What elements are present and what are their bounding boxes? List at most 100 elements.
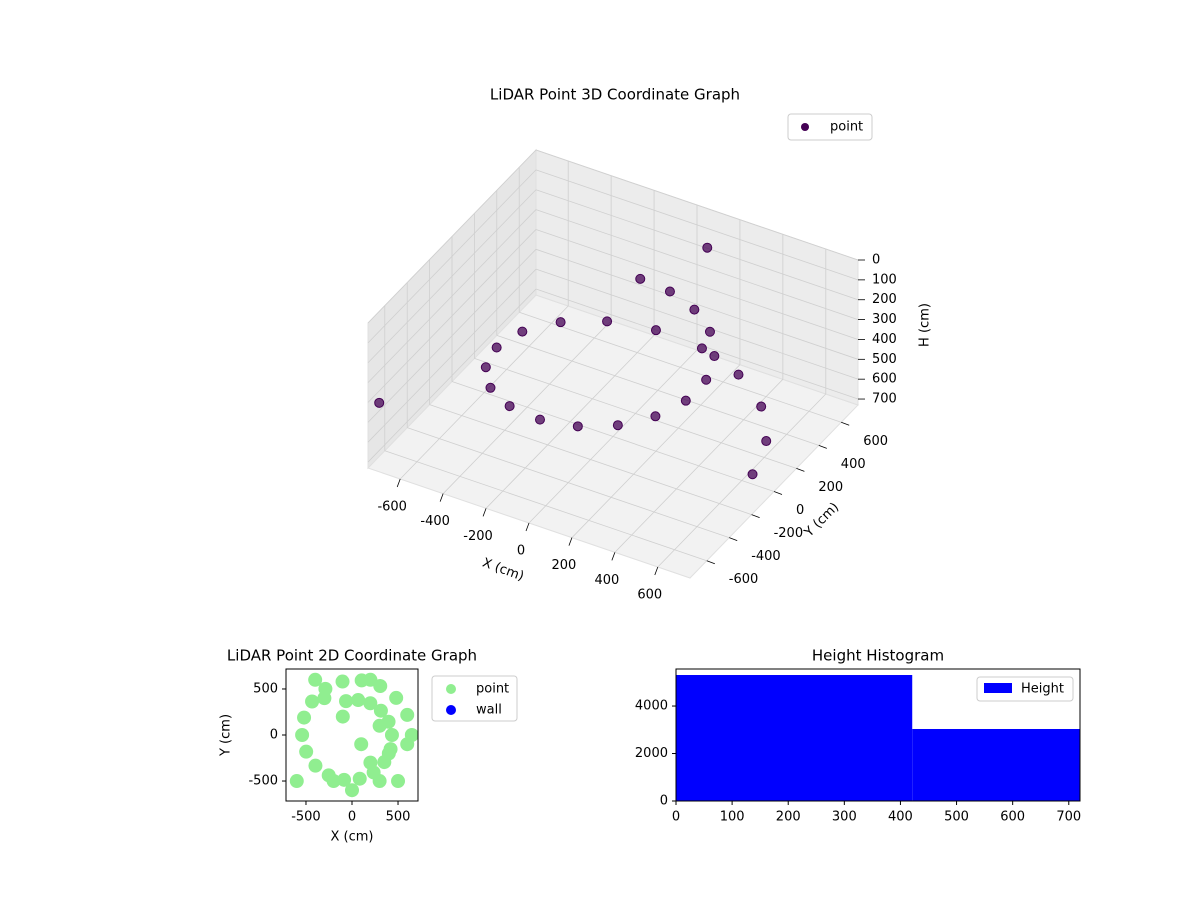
data-point bbox=[491, 342, 502, 353]
data-point bbox=[352, 771, 367, 786]
x-axis-label: X (cm) bbox=[331, 830, 374, 845]
data-point bbox=[400, 737, 415, 752]
data-point bbox=[389, 690, 404, 705]
y-tick-label: 400 bbox=[841, 457, 866, 472]
y-tick-label: 600 bbox=[863, 434, 888, 449]
tick-mark bbox=[773, 491, 783, 495]
grid-line bbox=[367, 209, 537, 383]
data-point bbox=[635, 273, 646, 284]
x-tick-label: 100 bbox=[720, 810, 745, 825]
x-tick-label: 400 bbox=[888, 810, 913, 825]
data-point bbox=[372, 718, 387, 733]
data-point bbox=[534, 414, 545, 425]
y-tick-label: 500 bbox=[253, 681, 278, 696]
data-point bbox=[612, 420, 623, 431]
tick-mark bbox=[482, 508, 487, 517]
data-point bbox=[702, 242, 713, 253]
y-tick-label: 2000 bbox=[635, 746, 668, 761]
x-tick-label: 0 bbox=[348, 810, 356, 825]
data-point bbox=[689, 304, 700, 315]
data-point bbox=[761, 436, 772, 447]
y-tick-label: -600 bbox=[729, 572, 759, 587]
data-point bbox=[704, 326, 715, 337]
data-point bbox=[363, 696, 378, 711]
data-point bbox=[747, 469, 758, 480]
data-point bbox=[701, 374, 712, 385]
grid-line bbox=[496, 334, 819, 446]
data-point bbox=[337, 772, 352, 787]
z-tick-label: 300 bbox=[872, 312, 897, 327]
tick-mark bbox=[439, 493, 444, 502]
tick-mark bbox=[396, 478, 401, 488]
tick-mark bbox=[751, 514, 760, 518]
grid-line bbox=[519, 311, 842, 423]
data-point bbox=[335, 674, 350, 689]
z-tick-label: 200 bbox=[872, 292, 897, 307]
data-point bbox=[345, 783, 359, 798]
x-axis-label: X (cm) bbox=[480, 556, 526, 585]
x-tick-label: 600 bbox=[1000, 810, 1025, 825]
tick-mark bbox=[841, 421, 850, 426]
data-point bbox=[373, 703, 388, 718]
z-tick-label: 600 bbox=[872, 372, 897, 387]
tick-mark bbox=[654, 566, 659, 576]
tick-mark bbox=[525, 522, 530, 532]
data-point bbox=[381, 746, 396, 761]
grid-line bbox=[367, 229, 537, 403]
grid-line bbox=[535, 288, 859, 400]
grid-line bbox=[367, 268, 537, 443]
grid-line bbox=[367, 288, 537, 463]
x-tick-label: 0 bbox=[672, 810, 680, 825]
legend-marker bbox=[446, 684, 456, 694]
chart-title: LiDAR Point 3D Coordinate Graph bbox=[490, 86, 740, 104]
grid-line bbox=[535, 229, 859, 340]
z-axis-label: H (cm) bbox=[918, 303, 933, 347]
x-tick-label: 600 bbox=[637, 588, 662, 603]
data-point bbox=[289, 774, 304, 789]
z-tick-label: 0 bbox=[872, 253, 880, 268]
grid-line bbox=[535, 268, 859, 380]
z-tick-label: 400 bbox=[872, 332, 897, 347]
data-point bbox=[756, 401, 767, 412]
data-point bbox=[308, 672, 323, 687]
legend-label: wall bbox=[476, 703, 502, 718]
y-tick-label: 0 bbox=[660, 794, 668, 809]
legend-marker bbox=[446, 705, 456, 715]
y-tick-label: -400 bbox=[751, 549, 781, 564]
grid-line bbox=[535, 149, 859, 261]
y-axis-label: Y (cm) bbox=[801, 500, 842, 541]
tick-mark bbox=[818, 444, 827, 449]
x-tick-label: 200 bbox=[776, 810, 801, 825]
grid-line bbox=[367, 249, 537, 423]
y-tick-label: -200 bbox=[774, 526, 804, 541]
data-point bbox=[400, 707, 415, 722]
data-point bbox=[391, 774, 406, 789]
grid-line bbox=[535, 248, 859, 360]
y-tick-label: 200 bbox=[818, 480, 843, 495]
grid-line bbox=[429, 404, 752, 515]
bar bbox=[912, 728, 1080, 801]
z-tick-label: 100 bbox=[872, 272, 897, 287]
data-point bbox=[354, 737, 369, 752]
legend-label: point bbox=[830, 120, 863, 135]
chart-title: Height Histogram bbox=[812, 647, 944, 665]
x-tick-label: -500 bbox=[291, 810, 321, 825]
data-point bbox=[384, 728, 399, 742]
tick-mark bbox=[706, 560, 715, 565]
data-point bbox=[709, 351, 720, 362]
y-tick-label: 0 bbox=[270, 728, 278, 743]
data-point bbox=[664, 286, 675, 297]
data-point bbox=[517, 326, 528, 337]
tick-mark bbox=[568, 537, 573, 546]
x-tick-label: 500 bbox=[386, 810, 411, 825]
grid-line bbox=[535, 169, 859, 281]
x-tick-label: -600 bbox=[377, 500, 407, 515]
data-point bbox=[733, 369, 744, 380]
data-point bbox=[317, 691, 332, 706]
y-tick-label: 0 bbox=[796, 503, 804, 518]
chart-title: LiDAR Point 2D Coordinate Graph bbox=[227, 647, 477, 665]
data-point bbox=[485, 382, 496, 393]
y-tick-label: 4000 bbox=[635, 699, 668, 714]
y-tick-label: -500 bbox=[248, 774, 278, 789]
x-tick-label: 400 bbox=[594, 573, 619, 588]
